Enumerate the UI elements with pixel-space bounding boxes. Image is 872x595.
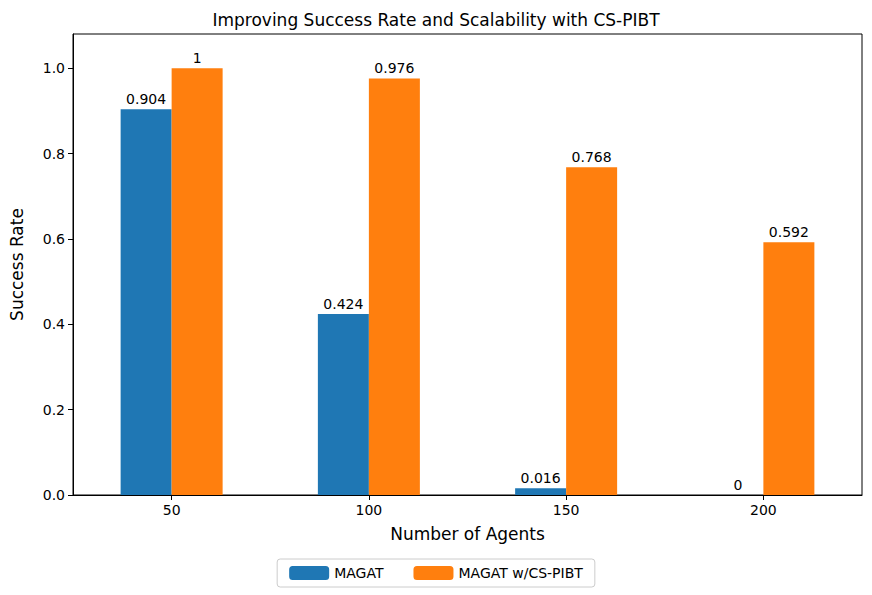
svg-text:0.904: 0.904 (126, 91, 166, 107)
svg-text:0.016: 0.016 (521, 470, 561, 486)
svg-text:200: 200 (750, 502, 777, 518)
svg-text:0.8: 0.8 (43, 146, 65, 162)
svg-text:0.768: 0.768 (572, 149, 612, 165)
svg-text:150: 150 (553, 502, 580, 518)
svg-text:MAGAT: MAGAT (334, 565, 384, 581)
svg-text:0.2: 0.2 (43, 402, 65, 418)
svg-text:0: 0 (733, 477, 742, 493)
svg-text:0.424: 0.424 (323, 296, 363, 312)
svg-text:1.0: 1.0 (43, 60, 65, 76)
svg-text:0.4: 0.4 (43, 316, 65, 332)
svg-text:50: 50 (163, 502, 181, 518)
svg-text:100: 100 (356, 502, 383, 518)
svg-text:0.6: 0.6 (43, 231, 65, 247)
svg-text:Number of Agents: Number of Agents (390, 524, 545, 544)
svg-text:MAGAT w/CS-PIBT: MAGAT w/CS-PIBT (458, 565, 583, 581)
svg-text:0.976: 0.976 (374, 60, 414, 76)
svg-text:Success Rate: Success Rate (7, 208, 27, 321)
svg-text:0.0: 0.0 (43, 487, 65, 503)
svg-text:1: 1 (193, 50, 202, 66)
svg-text:0.592: 0.592 (769, 224, 809, 240)
svg-text:Improving Success Rate and Sca: Improving Success Rate and Scalability w… (212, 10, 660, 30)
